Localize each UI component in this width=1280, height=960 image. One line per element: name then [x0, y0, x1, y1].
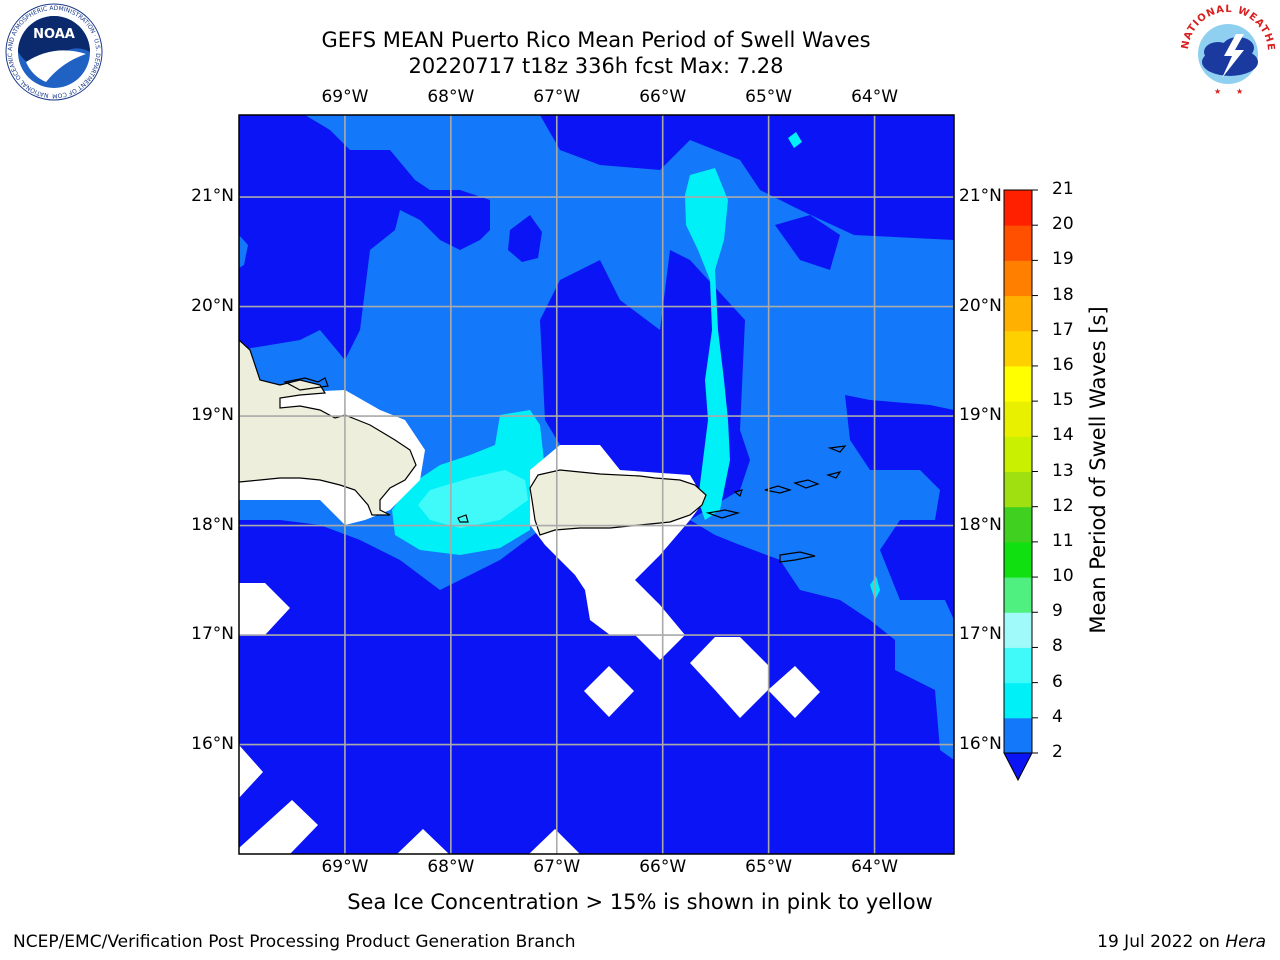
field-band-6-8: [685, 168, 730, 520]
chart-title: GEFS MEAN Puerto Rico Mean Period of Swe…: [321, 28, 871, 52]
colorbar-segment: [1004, 506, 1032, 543]
lon-tick-label: 65°W: [745, 87, 793, 107]
lon-tick-label: 69°W: [321, 857, 369, 877]
lon-tick-label: 69°W: [321, 87, 369, 107]
colorbar-tick-label: 11: [1052, 530, 1074, 551]
lon-tick-label: 67°W: [533, 857, 581, 877]
lon-tick-label: 64°W: [851, 857, 899, 877]
colorbar-tick-label: 21: [1052, 179, 1074, 199]
lat-tick-label: 18°N: [191, 514, 234, 535]
svg-text:★: ★: [1236, 87, 1243, 96]
colorbar-tick-label: 18: [1052, 284, 1074, 305]
colorbar-segment: [1004, 436, 1032, 472]
footer-date-text: 19 Jul 2022 on: [1097, 932, 1220, 952]
colorbar-segment: [1004, 682, 1032, 719]
colorbar-segment: [1004, 260, 1032, 297]
colorbar-segment: [1004, 225, 1032, 261]
colorbar-segment: [1004, 471, 1032, 508]
lon-tick-label: 65°W: [745, 857, 793, 877]
no-data-region: [768, 666, 820, 718]
svg-text:NOAA: NOAA: [33, 27, 75, 42]
land-islet: [283, 377, 329, 391]
colorbar-segment: [1004, 401, 1032, 437]
lat-tick-label: 17°N: [959, 624, 1002, 645]
no-data-region: [239, 745, 263, 798]
colorbar-tick-label: 16: [1052, 354, 1074, 375]
no-data-region: [584, 666, 634, 717]
land-virgin-islands: [705, 445, 847, 563]
colorbar-tick-label: 17: [1052, 319, 1074, 340]
lon-tick-label: 64°W: [851, 87, 899, 107]
lon-tick-label: 66°W: [639, 87, 687, 107]
lon-tick-label: 66°W: [639, 857, 687, 877]
colorbar: [1003, 189, 1038, 782]
colorbar-tick-label: 13: [1052, 460, 1074, 481]
colorbar-segment: [1004, 577, 1032, 613]
footer-date: 19 Jul 2022 on Hera: [1097, 932, 1266, 952]
lat-tick-label: 16°N: [959, 733, 1002, 754]
footer-host: Hera: [1225, 932, 1266, 952]
field-band-4-6-e: [239, 235, 248, 268]
colorbar-tick-label: 12: [1052, 495, 1074, 516]
colorbar-segment: [1004, 717, 1032, 754]
no-data-region: [690, 637, 768, 718]
field-band-4-6-d: [775, 215, 840, 270]
colorbar-tick-label: 19: [1052, 249, 1074, 270]
colorbar-tick-label: 2: [1052, 742, 1063, 762]
field-band-8-9: [418, 470, 528, 528]
colorbar-tick-label: 8: [1052, 636, 1063, 657]
field-band-4-6-c: [508, 215, 542, 262]
colorbar-tick-label: 4: [1052, 706, 1063, 727]
lat-tick-label: 17°N: [191, 624, 234, 645]
noaa-logo: NATIONAL OCEANIC AND ATMOSPHERIC ADMINIS…: [2, 2, 103, 101]
nws-logo: NATIONAL WEATHER SERVICE ★ ★: [1178, 4, 1275, 98]
colorbar-tick-label: 15: [1052, 390, 1074, 411]
lat-tick-label: 20°N: [191, 295, 234, 316]
land-hispaniola: [239, 339, 417, 516]
colorbar-tick-label: 10: [1052, 566, 1074, 587]
chart-subtitle-run: 20220717 t18z 336h fcst Max: 7.28: [408, 54, 784, 78]
lat-tick-label: 16°N: [191, 733, 234, 754]
no-data-region: [239, 583, 290, 635]
colorbar-tick-label: 20: [1052, 214, 1074, 235]
field-band-4-6: [239, 115, 954, 760]
colorbar-tick-label: 9: [1052, 601, 1063, 622]
lat-tick-label: 21°N: [191, 186, 234, 207]
no-data-region: [397, 829, 449, 854]
footer-branch: NCEP/EMC/Verification Post Processing Pr…: [13, 932, 576, 952]
lat-tick-label: 19°N: [959, 405, 1002, 426]
colorbar-tick-label: 6: [1052, 671, 1063, 692]
colorbar-segment: [1004, 330, 1032, 367]
colorbar-segment: [1004, 647, 1032, 684]
sea-ice-note: Sea Ice Concentration > 15% is shown in …: [347, 890, 933, 914]
svg-text:★: ★: [1214, 87, 1221, 96]
lon-tick-label: 68°W: [427, 857, 475, 877]
colorbar-extend-min: [1003, 752, 1033, 782]
lat-tick-label: 19°N: [191, 405, 234, 426]
colorbar-segment: [1004, 190, 1032, 226]
graticule: [239, 115, 954, 854]
colorbar-tick-label: 14: [1052, 425, 1074, 446]
colorbar-segment: [1004, 541, 1032, 578]
lon-tick-label: 68°W: [427, 87, 475, 107]
no-data-region: [529, 829, 580, 854]
lat-tick-label: 21°N: [959, 186, 1002, 207]
colorbar-segment: [1004, 365, 1032, 402]
colorbar-segment: [1004, 295, 1032, 332]
swell-period-contours: [239, 115, 954, 854]
lon-tick-label: 67°W: [533, 87, 581, 107]
colorbar-title: Mean Period of Swell Waves [s]: [1086, 306, 1110, 634]
colorbar-segment: [1004, 612, 1032, 648]
lat-tick-label: 20°N: [959, 295, 1002, 316]
no-data-region: [239, 800, 318, 854]
land-islet: [457, 514, 469, 523]
map-frame: [238, 114, 955, 855]
field-band-6-8-c: [788, 132, 802, 148]
lat-tick-label: 18°N: [959, 514, 1002, 535]
